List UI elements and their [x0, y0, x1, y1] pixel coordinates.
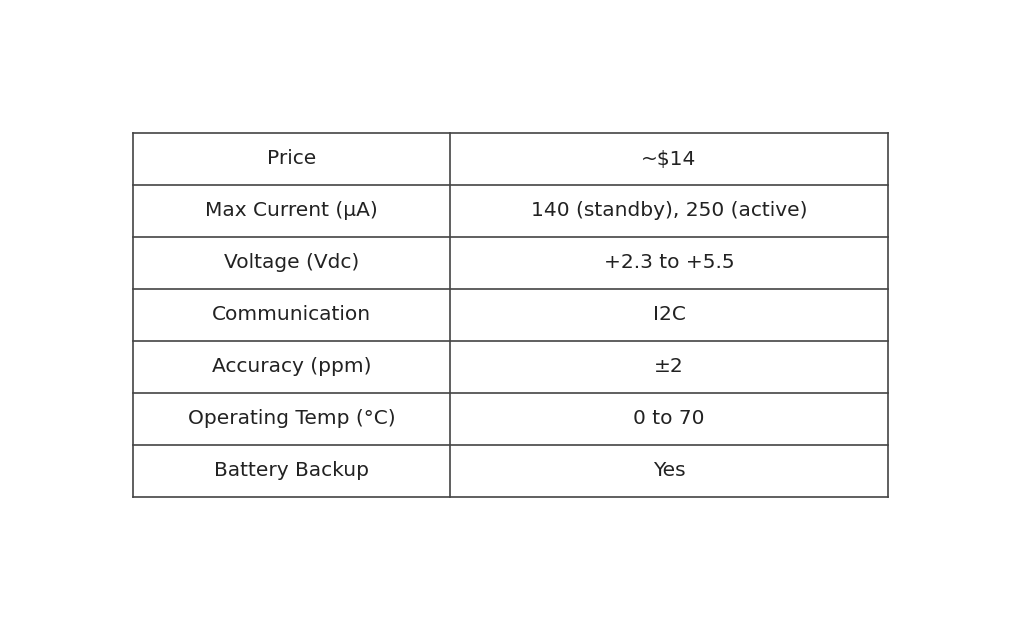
Text: Yes: Yes [652, 462, 685, 481]
Text: Battery Backup: Battery Backup [214, 462, 369, 481]
Text: ~$14: ~$14 [641, 149, 696, 168]
Text: Price: Price [267, 149, 316, 168]
Text: 140 (standby), 250 (active): 140 (standby), 250 (active) [530, 202, 807, 220]
Text: I2C: I2C [652, 306, 685, 324]
Text: Operating Temp (°C): Operating Temp (°C) [187, 410, 395, 428]
Text: 0 to 70: 0 to 70 [633, 410, 705, 428]
Text: +2.3 to +5.5: +2.3 to +5.5 [604, 253, 734, 273]
Text: Accuracy (ppm): Accuracy (ppm) [212, 357, 372, 377]
Text: Communication: Communication [212, 306, 371, 324]
Text: ±2: ±2 [654, 357, 684, 377]
Text: Voltage (Vdc): Voltage (Vdc) [224, 253, 359, 273]
Text: Max Current (μA): Max Current (μA) [205, 202, 378, 220]
